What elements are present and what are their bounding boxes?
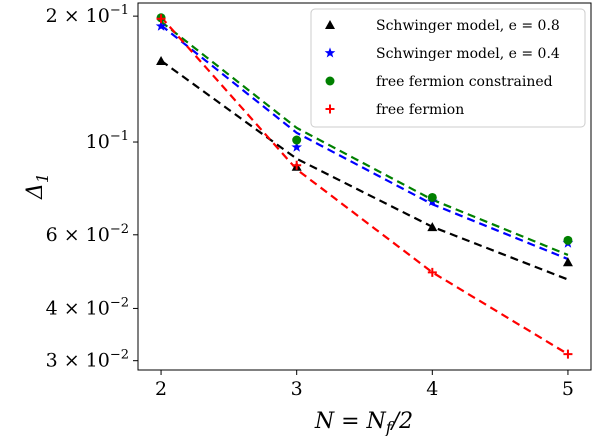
data-point-s3-1 xyxy=(292,160,302,170)
data-point-s1-0 xyxy=(155,20,167,31)
x-tick-label-2: 4 xyxy=(426,378,438,400)
legend-label-1: Schwinger model, e = 0.4 xyxy=(376,46,560,62)
axis-ticks: 2 3 4 5 2 × 10−1 10−1 6 × 10−2 4 × 10−2 3 × 10−2 xyxy=(46,3,574,400)
legend-label-0: Schwinger model, e = 0.8 xyxy=(376,18,560,34)
y-tick-label-3: 4 × 10−2 xyxy=(46,295,129,319)
fit-line-2 xyxy=(160,20,569,256)
data-markers xyxy=(155,13,574,359)
data-point-s0-0 xyxy=(156,56,167,66)
legend-box xyxy=(310,8,586,128)
data-point-s2-2 xyxy=(427,192,437,202)
x-tick-label-1: 3 xyxy=(291,378,303,400)
y-tick-label-2: 6 × 10−2 xyxy=(46,222,129,246)
data-point-s3-3 xyxy=(563,349,573,359)
x-tick-label-0: 2 xyxy=(155,378,167,400)
legend: Schwinger model, e = 0.8 Schwinger model,… xyxy=(310,8,586,128)
legend-marker-0 xyxy=(325,20,335,29)
legend-label-3: free fermion xyxy=(376,102,464,118)
data-point-s3-2 xyxy=(427,267,437,277)
y-tick-label-4: 3 × 10−2 xyxy=(46,348,129,372)
fit-line-3 xyxy=(160,16,569,356)
legend-marker-1 xyxy=(324,47,336,58)
x-axis-label: N = Nf/2 xyxy=(314,409,413,436)
y-tick-label-1: 10−1 xyxy=(86,129,129,153)
data-point-s2-3 xyxy=(563,235,573,245)
legend-marker-2 xyxy=(325,76,335,86)
data-point-s3-0 xyxy=(156,14,166,24)
data-point-s2-1 xyxy=(292,135,302,145)
y-tick-label-0: 2 × 10−1 xyxy=(46,3,129,27)
data-point-s0-2 xyxy=(427,222,438,232)
fit-line-0 xyxy=(160,59,569,281)
data-point-s1-1 xyxy=(291,141,303,152)
fit-line-1 xyxy=(160,24,569,261)
legend-label-2: free fermion constrained xyxy=(376,74,553,90)
y-axis-label: Δ1 xyxy=(23,173,52,200)
plot-frame xyxy=(137,2,592,371)
data-point-s0-3 xyxy=(562,257,573,267)
x-tick-label-3: 5 xyxy=(562,378,574,400)
fit-curves xyxy=(160,16,569,356)
legend-marker-3 xyxy=(325,104,335,114)
